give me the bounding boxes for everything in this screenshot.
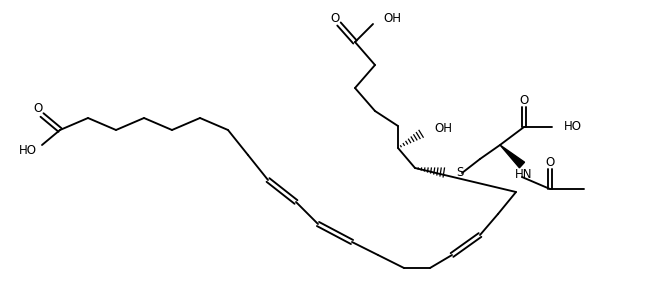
Text: OH: OH — [434, 122, 452, 134]
Text: O: O — [330, 12, 340, 24]
Text: HO: HO — [564, 120, 582, 134]
Text: HN: HN — [515, 168, 533, 181]
Text: O: O — [519, 94, 529, 107]
Text: OH: OH — [383, 12, 401, 26]
Text: HO: HO — [19, 145, 37, 158]
Text: O: O — [546, 156, 555, 170]
Polygon shape — [500, 145, 524, 168]
Text: O: O — [34, 103, 43, 115]
Text: S: S — [456, 166, 463, 179]
